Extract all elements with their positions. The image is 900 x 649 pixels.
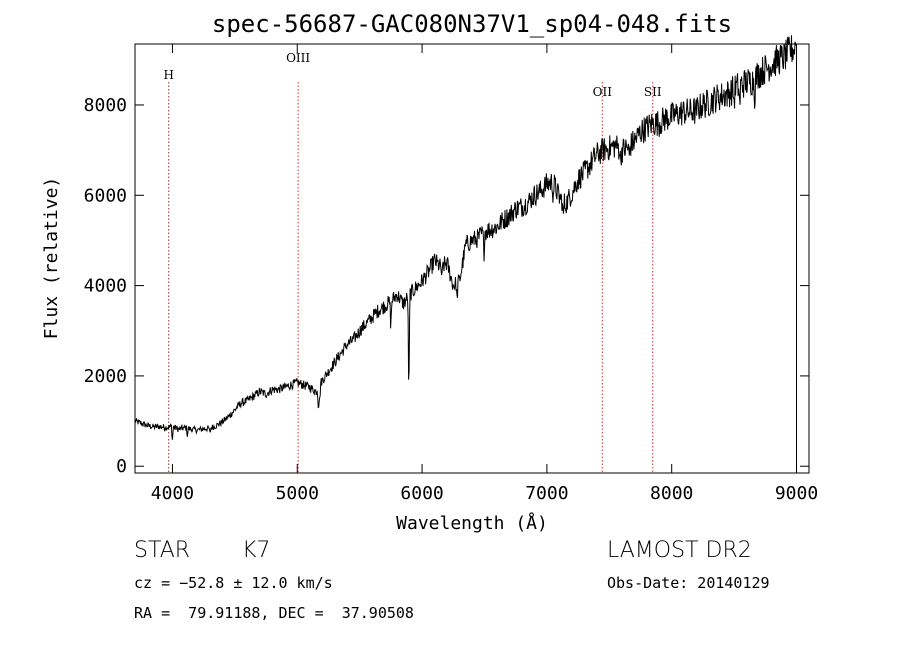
chart-title: spec-56687-GAC080N37V1_sp04-048.fits (212, 10, 732, 38)
y-tick-label: 8000 (84, 95, 127, 116)
survey-name: LAMOST DR2 (607, 538, 752, 563)
axis-ticks: 4000 5000 6000 7000 8000 9000 0 2000 4000 6000 800… (84, 44, 818, 504)
emission-line-markers: H OIII OII SII (163, 51, 662, 473)
marker-label: OII (593, 85, 613, 99)
marker-label: SII (644, 85, 662, 99)
marker-label: OIII (286, 51, 310, 65)
x-tick-label: 7000 (525, 483, 568, 504)
x-tick-label: 5000 (276, 483, 319, 504)
object-subclass: K7 (242, 538, 271, 563)
y-tick-label: 2000 (84, 366, 127, 387)
x-tick-label: 8000 (650, 483, 693, 504)
x-tick-label: 9000 (775, 483, 818, 504)
y-tick-label: 4000 (84, 276, 127, 297)
plot-frame (134, 43, 810, 474)
coordinates-readout: RA = 79.91188, DEC = 37.90508 (134, 604, 414, 622)
redshift-readout: cz = −52.8 ± 12.0 km/s (134, 574, 333, 592)
y-tick-label: 0 (116, 456, 127, 477)
x-tick-label: 6000 (400, 483, 443, 504)
y-axis-label: Flux (relative) (41, 177, 62, 340)
object-class: STAR (134, 538, 191, 563)
observation-date: Obs-Date: 20140129 (607, 574, 770, 592)
marker-label: H (163, 68, 173, 82)
spectrum-series-line (134, 35, 797, 473)
x-axis-label: Wavelength (Å) (396, 512, 548, 534)
y-tick-label: 6000 (84, 185, 127, 206)
x-tick-label: 4000 (151, 483, 194, 504)
